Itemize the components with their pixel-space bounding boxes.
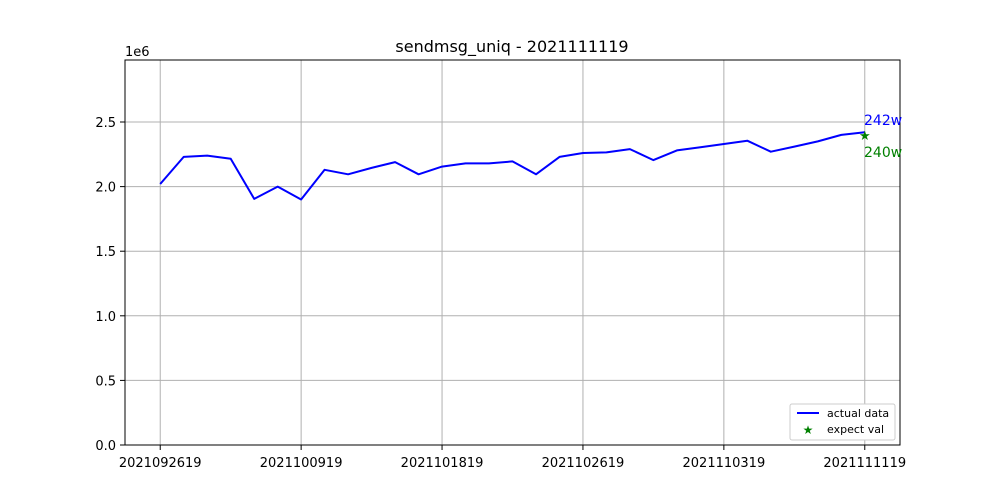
y-tick-label: 0.0 <box>95 439 116 454</box>
y-tick-label: 2.5 <box>95 116 116 131</box>
y-axis: 0.0 0.5 1.0 1.5 2.0 2.5 <box>95 116 125 454</box>
x-tick-label: 2021101819 <box>401 456 484 471</box>
x-tick-label: 2021111119 <box>823 456 906 471</box>
y-tick-label: 0.5 <box>95 374 116 389</box>
grid <box>125 60 900 446</box>
plot-area-frame <box>124 59 901 446</box>
x-axis: 2021092619 2021100919 2021101819 2021102619… <box>119 445 906 471</box>
expected-value-star: ★ <box>859 129 871 144</box>
x-tick-label: 2021092619 <box>119 456 202 471</box>
x-tick-label: 2021102619 <box>542 456 625 471</box>
legend-label-expected: expect val <box>827 423 884 436</box>
x-tick-label: 2021100919 <box>260 456 343 471</box>
chart-title: sendmsg_uniq - 2021111119 <box>395 37 628 57</box>
annotation-expected-value: 240w <box>864 145 902 161</box>
y-tick-label: 2.0 <box>95 181 116 196</box>
legend-star-swatch: ★ <box>803 423 814 437</box>
series-line-actual-data <box>159 131 865 201</box>
y-scale-label: 1e6 <box>125 45 150 60</box>
series-layer: ★ <box>159 129 871 201</box>
x-tick-label: 2021110319 <box>683 456 766 471</box>
legend: actual data ★ expect val <box>789 403 896 441</box>
y-tick-label: 1.0 <box>95 310 116 325</box>
y-tick-label: 1.5 <box>95 245 116 260</box>
legend-label-actual: actual data <box>827 407 889 420</box>
annotation-actual-value: 242w <box>864 113 902 129</box>
